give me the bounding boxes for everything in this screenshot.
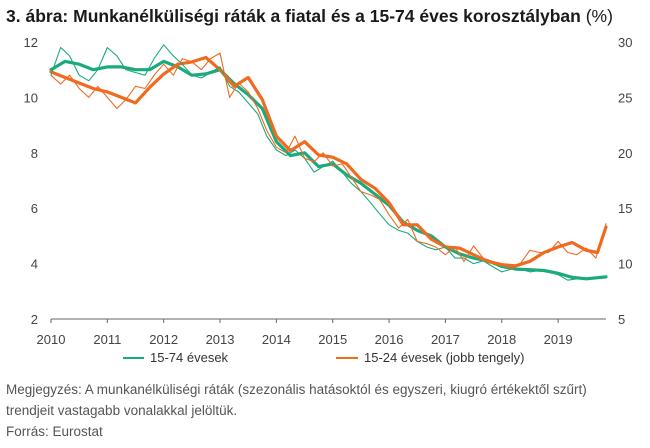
legend-label-green: 15-74 évesek bbox=[150, 350, 229, 365]
y-left-tick-label: 4 bbox=[31, 257, 38, 272]
x-tick-label: 2015 bbox=[318, 332, 347, 347]
y-right-tick-label: 15 bbox=[618, 201, 632, 216]
raw-line-green bbox=[50, 44, 607, 281]
raw-lines bbox=[50, 44, 607, 281]
y-left-tick-label: 12 bbox=[24, 35, 38, 50]
x-tick-label: 2016 bbox=[375, 332, 404, 347]
chart-note: Megjegyzés: A munkanélküliségi ráták (sz… bbox=[6, 382, 587, 418]
y-left-tick-label: 10 bbox=[24, 90, 38, 105]
trend-lines bbox=[49, 55, 608, 281]
chart-source: Forrás: Eurostat bbox=[6, 424, 103, 439]
x-tick-label: 2014 bbox=[262, 332, 291, 347]
axis-ticks: 2 4 6 8 10 12 5 10 15 20 25 30 2010 2011 2012 2013 2014 2… bbox=[24, 35, 633, 347]
x-tick-label: 2019 bbox=[544, 332, 573, 347]
y-right-tick-label: 5 bbox=[618, 312, 625, 327]
trend-line-green bbox=[49, 59, 608, 281]
x-tick-label: 2012 bbox=[149, 332, 178, 347]
chart-title: 3. ábra: Munkanélküliségi ráták a fiatal… bbox=[6, 6, 613, 27]
raw-line-orange bbox=[50, 52, 607, 270]
y-left-tick-label: 8 bbox=[31, 146, 38, 161]
y-left-tick-label: 6 bbox=[31, 201, 38, 216]
x-tick-label: 2018 bbox=[487, 332, 516, 347]
y-right-tick-label: 10 bbox=[618, 257, 632, 272]
x-tick-label: 2017 bbox=[431, 332, 460, 347]
legend-label-orange: 15-24 évesek (jobb tengely) bbox=[364, 350, 524, 365]
y-right-tick-label: 30 bbox=[618, 35, 632, 50]
trend-line-orange bbox=[49, 55, 608, 268]
x-tick-label: 2011 bbox=[93, 332, 121, 347]
chart-title-unit: (%) bbox=[585, 6, 613, 26]
legend: 15-74 évesek 15-24 évesek (jobb tengely) bbox=[123, 350, 524, 365]
chart-title-main: 3. ábra: Munkanélküliségi ráták a fiatal… bbox=[6, 6, 581, 26]
x-tick-label: 2013 bbox=[206, 332, 235, 347]
y-right-tick-label: 20 bbox=[618, 146, 632, 161]
y-left-tick-label: 2 bbox=[31, 312, 38, 327]
y-right-tick-label: 25 bbox=[618, 90, 632, 105]
x-tick-label: 2010 bbox=[37, 332, 66, 347]
chart-svg: 2 4 6 8 10 12 5 10 15 20 25 30 2010 2011 2012 2013 2014 2… bbox=[24, 35, 633, 365]
